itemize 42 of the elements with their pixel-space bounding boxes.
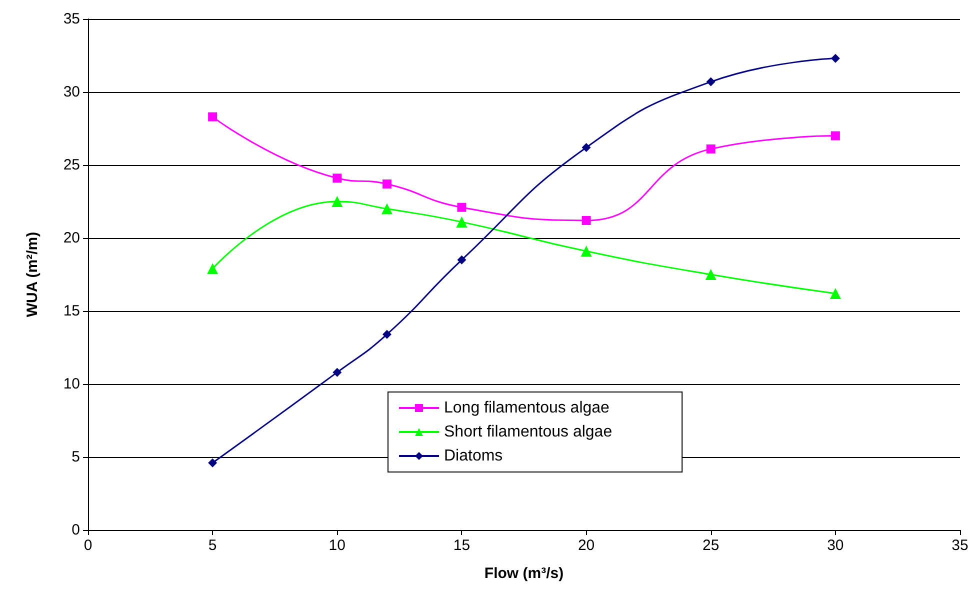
y-tick-label: 20 [63,230,80,246]
x-tick-label: 35 [952,537,968,554]
x-tick-label: 5 [208,537,217,554]
point [381,203,392,214]
point [580,246,592,257]
point [382,330,392,339]
legend-label: Short filamentous algae [444,424,612,440]
point [457,255,466,264]
point [705,269,716,280]
point [582,216,591,225]
point [382,179,392,188]
point [207,263,218,274]
y-tick-label: 25 [63,156,80,174]
point [830,288,841,299]
x-tick-label: 10 [328,537,346,554]
point [830,54,840,63]
y-tick-label: 0 [72,522,80,538]
x-tick-label: 25 [702,537,720,554]
y-tick-label: 30 [63,84,80,100]
point [582,142,591,152]
y-tick-label: 15 [63,302,80,320]
point [706,144,716,154]
x-tick-label: 15 [453,537,470,554]
y-axis-title: WUA (m²/m) [24,232,41,318]
point [830,131,840,140]
point [208,458,218,468]
x-tick-label: 0 [84,537,92,554]
y-tick-label: 35 [63,10,80,28]
point [456,216,468,228]
x-tick-label: 30 [827,537,844,554]
point [332,196,343,207]
legend-label: Diatoms [444,448,503,464]
y-tick-label: 10 [63,376,80,392]
x-tick-label: 20 [578,537,595,554]
y-tick-label: 5 [72,448,80,466]
legend-label: Long filamentous algae [444,400,610,416]
x-axis-title: Flow (m³/s) [484,565,564,582]
point [332,368,342,377]
point [457,202,466,212]
point [706,77,716,86]
point [208,112,218,122]
point [332,174,342,183]
